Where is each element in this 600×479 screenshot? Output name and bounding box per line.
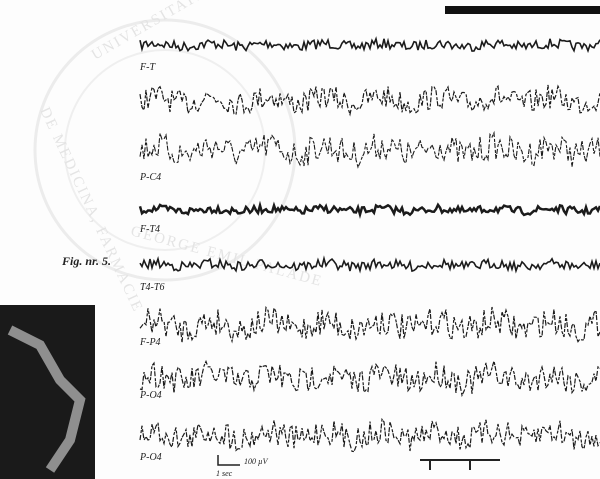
scale-amplitude: 100 µV <box>244 457 269 466</box>
channel-label: P-O4 <box>139 390 162 401</box>
figure-caption: Fig. nr. 5. <box>61 254 111 268</box>
channel-label: P-C4 <box>139 172 161 183</box>
channel-label: F-P4 <box>139 337 161 348</box>
channel-label: T4-T6 <box>140 282 164 293</box>
scale-time: 1 sec <box>216 469 233 478</box>
channel-label: F-T <box>139 62 156 73</box>
page: UNIVERSITATEA DE MEDICINA, FARMACIE GEOR… <box>0 0 600 479</box>
channel-label: F-T4 <box>139 224 160 235</box>
ink-bar <box>445 6 600 14</box>
channel-label: P-O4 <box>139 452 162 463</box>
